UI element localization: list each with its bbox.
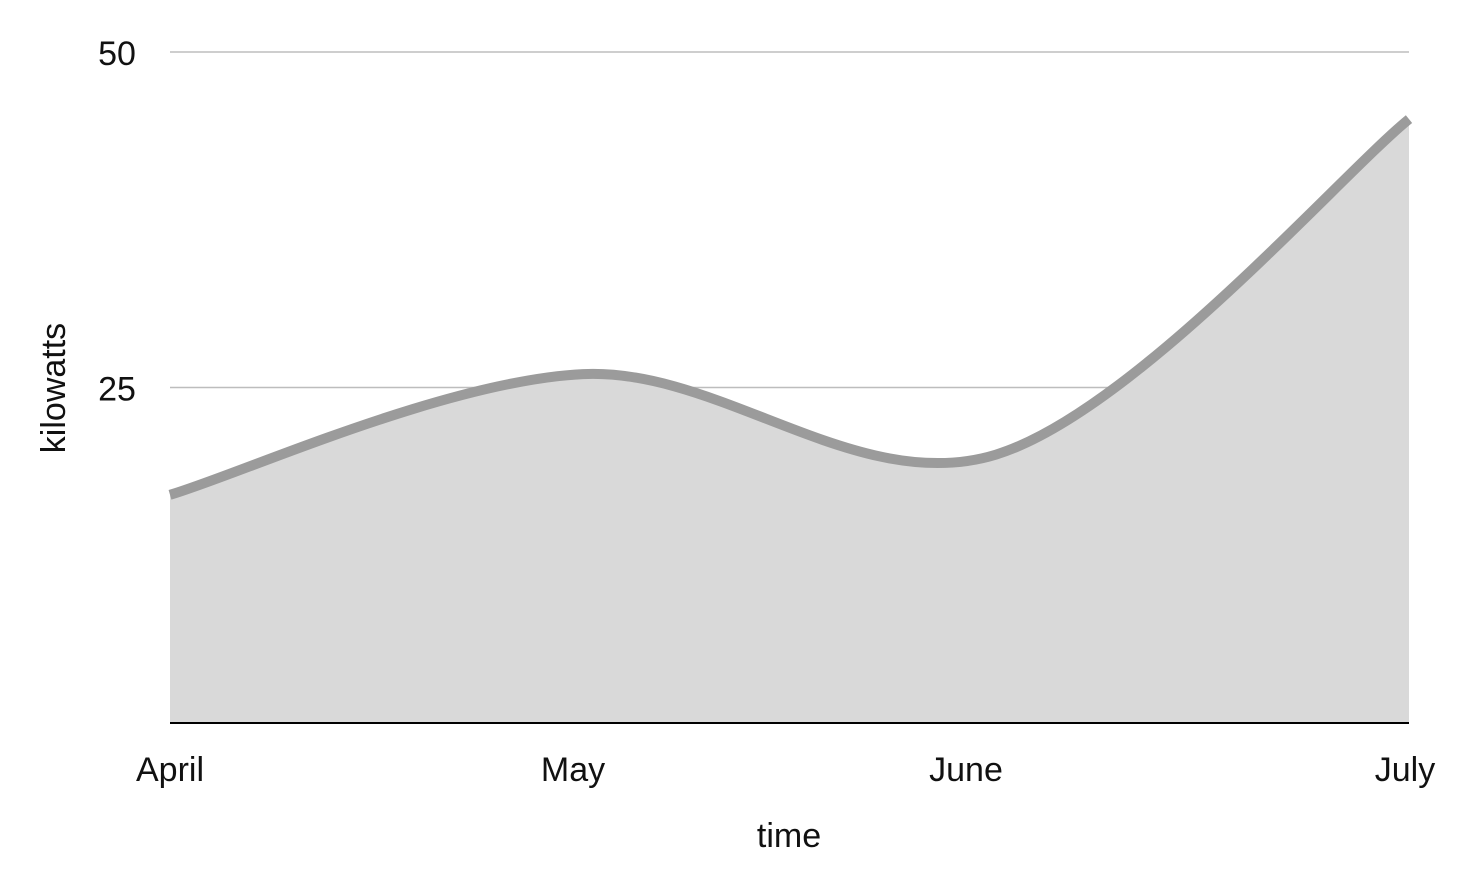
x-axis-title: time xyxy=(757,817,821,855)
y-tick-label-50: 50 xyxy=(98,35,136,73)
x-tick-label-may: May xyxy=(541,751,605,789)
area-fill xyxy=(170,119,1409,724)
x-tick-labels: April May June July xyxy=(136,751,1435,789)
y-tick-label-25: 25 xyxy=(98,371,136,409)
y-tick-labels: 25 50 xyxy=(98,35,136,409)
x-tick-label-july: July xyxy=(1375,751,1435,789)
y-axis-title: kilowatts xyxy=(35,323,73,453)
x-tick-label-april: April xyxy=(136,751,204,789)
series-line xyxy=(168,115,1413,500)
x-tick-label-june: June xyxy=(929,751,1003,789)
